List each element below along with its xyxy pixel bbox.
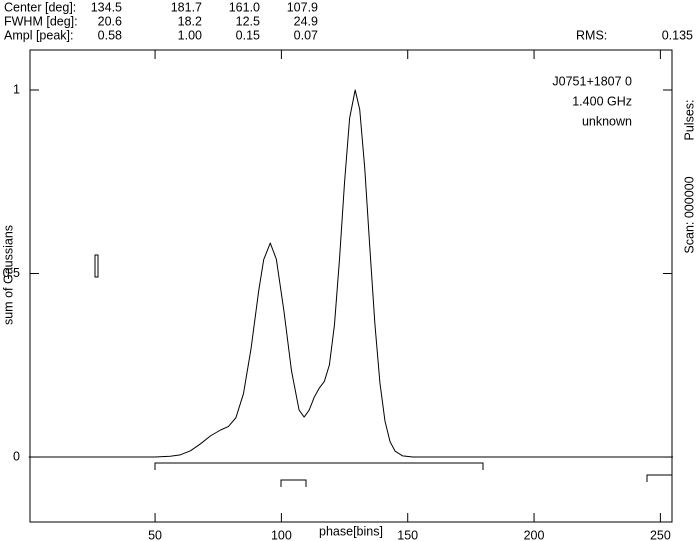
side-label: Pulses: <box>682 100 696 141</box>
x-tick-label: 100 <box>271 528 292 541</box>
y-tick-label: 1 <box>13 82 20 96</box>
side-label: Scan: 000000 <box>682 176 696 253</box>
header-value: 24.9 <box>294 14 318 28</box>
header-label: Ampl [peak]: <box>4 28 73 42</box>
profile-line <box>28 89 674 458</box>
header-value: 20.6 <box>98 14 122 28</box>
annotation: unknown <box>582 114 632 128</box>
plot-frame <box>29 49 673 523</box>
header-label: Center [deg]: <box>4 0 76 14</box>
y-tick-label: 0.5 <box>3 266 20 280</box>
header-value: 0.15 <box>236 28 260 42</box>
x-tick-label: 200 <box>524 528 545 541</box>
x-tick-label: 50 <box>148 528 162 541</box>
header-value: 0.58 <box>98 28 122 42</box>
window-bracket <box>154 462 484 470</box>
x-axis-label: phase[bins] <box>319 524 383 538</box>
y-axis-label: sum of Gaussians <box>1 225 15 325</box>
header-value: 18.2 <box>178 14 202 28</box>
rms-value: 0.135 <box>662 28 693 42</box>
annotation: J0751+1807 0 <box>552 74 632 88</box>
x-tick-label: 250 <box>650 528 671 541</box>
x-tick-label: 150 <box>397 528 418 541</box>
header-value: 134.5 <box>91 0 122 14</box>
window-bracket <box>646 474 673 482</box>
window-bracket <box>280 479 307 487</box>
y-tick-label: 0 <box>13 449 20 463</box>
rms-label: RMS: <box>576 28 607 42</box>
header-label: FWHM [deg]: <box>4 14 78 28</box>
header-value: 161.0 <box>229 0 260 14</box>
error-box <box>94 254 99 278</box>
header-value: 1.00 <box>178 28 202 42</box>
header-value: 12.5 <box>236 14 260 28</box>
header-value: 0.07 <box>294 28 318 42</box>
annotation: 1.400 GHz <box>572 94 632 108</box>
header-value: 107.9 <box>287 0 318 14</box>
header-value: 181.7 <box>171 0 202 14</box>
